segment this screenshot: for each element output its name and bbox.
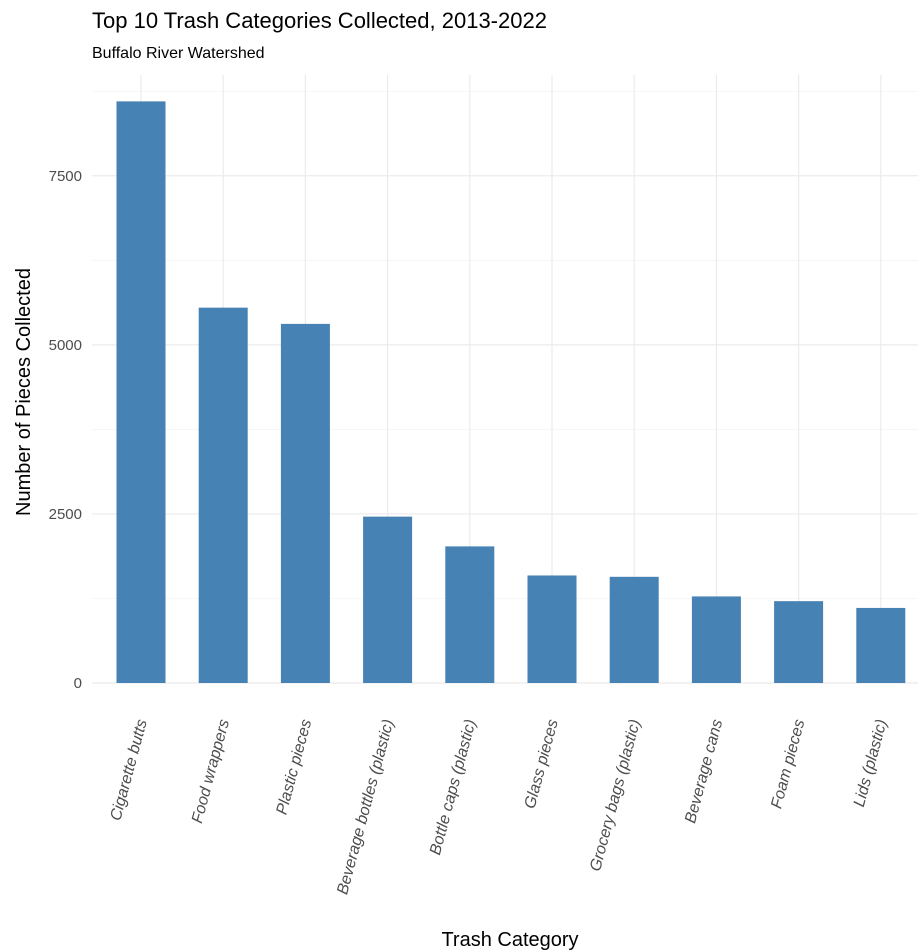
y-axis-title: Number of Pieces Collected bbox=[13, 268, 35, 516]
y-tick-label: 7500 bbox=[49, 168, 82, 185]
x-axis-title: Trash Category bbox=[441, 929, 578, 951]
bar bbox=[609, 576, 659, 683]
y-tick-label: 2500 bbox=[49, 506, 82, 523]
x-tick-label: Foam pieces bbox=[768, 718, 808, 811]
x-tick-label: Glass pieces bbox=[522, 718, 562, 811]
y-tick-label: 5000 bbox=[49, 337, 82, 354]
x-tick-label: Bottle caps (plastic) bbox=[427, 718, 480, 857]
bar bbox=[198, 307, 248, 683]
bar bbox=[280, 323, 330, 683]
x-tick-label: Cigarette butts bbox=[108, 718, 151, 823]
x-tick-label: Beverage cans bbox=[682, 718, 726, 825]
x-tick-label: Beverage bottles (plastic) bbox=[334, 718, 397, 897]
chart-title: Top 10 Trash Categories Collected, 2013-… bbox=[92, 8, 547, 33]
bar bbox=[116, 101, 166, 683]
bar bbox=[445, 546, 495, 683]
x-tick-label: Food wrappers bbox=[189, 718, 233, 825]
bar bbox=[363, 516, 413, 683]
y-axis-tick-labels: 0 2500 5000 7500 bbox=[49, 168, 82, 692]
bar bbox=[856, 607, 906, 683]
bar bbox=[691, 596, 741, 683]
x-tick-label: Plastic pieces bbox=[274, 718, 316, 817]
x-axis-tick-labels: Cigarette butts Food wrappers Plastic piec… bbox=[108, 718, 891, 897]
x-tick-label: Grocery bags (plastic) bbox=[587, 718, 644, 874]
bar bbox=[527, 575, 577, 683]
y-tick-label: 0 bbox=[74, 675, 82, 692]
chart-subtitle: Buffalo River Watershed bbox=[92, 45, 265, 62]
x-tick-label: Lids (plastic) bbox=[851, 718, 891, 809]
bar bbox=[774, 601, 824, 683]
bars bbox=[116, 101, 906, 683]
